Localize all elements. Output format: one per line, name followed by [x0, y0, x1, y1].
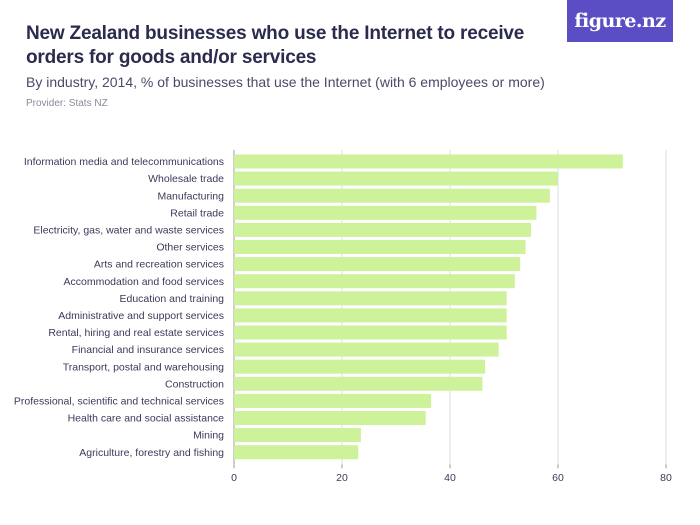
bar	[234, 359, 486, 374]
x-tick-label: 40	[444, 472, 456, 484]
bar	[234, 393, 432, 408]
category-label: Accommodation and food services	[64, 276, 225, 288]
bar	[234, 342, 499, 357]
category-label: Construction	[165, 378, 224, 390]
figure-nz-logo[interactable]: figure.nz	[567, 0, 673, 42]
chart-header: New Zealand businesses who use the Inter…	[26, 22, 566, 109]
category-label: Financial and insurance services	[72, 344, 224, 356]
bar	[234, 171, 558, 186]
bar	[234, 240, 526, 254]
category-label: Wholesale trade	[148, 173, 224, 185]
category-label: Health care and social assistance	[68, 413, 225, 425]
x-tick-label: 60	[552, 472, 564, 484]
category-label: Administrative and support services	[58, 310, 224, 322]
bar	[234, 445, 359, 460]
category-label: Mining	[193, 430, 224, 442]
category-label: Arts and recreation services	[94, 259, 224, 271]
bar	[234, 325, 507, 340]
category-label: Agriculture, forestry and fishing	[79, 447, 224, 459]
provider-credit: Provider: Stats NZ	[26, 98, 108, 109]
bar	[234, 308, 507, 323]
x-tick-label: 80	[660, 472, 672, 484]
category-label: Other services	[156, 242, 224, 254]
chart-subtitle: By industry, 2014, % of businesses that …	[26, 74, 545, 90]
bar	[234, 291, 507, 306]
category-label: Transport, postal and warehousing	[63, 361, 224, 373]
bar	[234, 257, 521, 272]
category-label: Manufacturing	[157, 190, 224, 202]
bar	[234, 222, 531, 237]
category-label: Rental, hiring and real estate services	[48, 327, 224, 339]
bar	[234, 188, 550, 203]
x-tick-label: 20	[336, 472, 348, 484]
bar	[234, 274, 515, 289]
bar	[234, 205, 537, 220]
category-label: Information media and telecommunications	[24, 156, 224, 168]
bar	[234, 428, 361, 443]
category-label: Education and training	[120, 293, 225, 305]
category-label: Electricity, gas, water and waste servic…	[33, 225, 224, 237]
chart-title: New Zealand businesses who use the Inter…	[26, 23, 525, 68]
x-tick-label: 0	[231, 472, 237, 484]
category-label: Retail trade	[170, 207, 224, 219]
category-label: Professional, scientific and technical s…	[14, 396, 224, 408]
bar	[234, 411, 426, 425]
bar	[234, 376, 483, 391]
bar	[234, 154, 623, 169]
